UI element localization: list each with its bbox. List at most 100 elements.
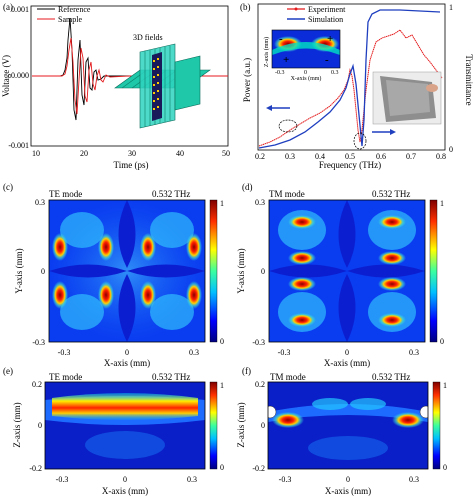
x-axis-label: Frequency (THz) <box>319 160 381 170</box>
x-tick: 0.3 <box>189 348 199 357</box>
y-tick: 0.001 <box>11 5 29 14</box>
x-tick: -0.3 <box>56 475 69 484</box>
x-tick: 0.7 <box>406 152 416 161</box>
x-tick: 30 <box>128 149 136 158</box>
plot-frame <box>267 381 429 470</box>
y-axis-label-left: Power (a.u.) <box>242 58 252 102</box>
legend-label: Experiment <box>308 5 346 14</box>
panel-letter: (c) <box>3 182 13 192</box>
x-tick: 0.2 <box>255 152 265 161</box>
panel-d: (d) TM mode 0.532 THz Y-axis (mm) 0.3 0 … <box>236 182 444 368</box>
y-tick: -0.001 <box>8 141 29 150</box>
x-tick: 0 <box>123 475 127 484</box>
legend-label: Simulation <box>308 15 343 24</box>
y-tick: 0 <box>261 267 265 276</box>
colorbar-max: 1 <box>443 381 447 390</box>
experiment-curve <box>258 29 443 147</box>
x-axis-label: X-axis (mm) <box>324 358 370 368</box>
plot-frame <box>44 381 206 470</box>
highlight-ellipse <box>353 132 367 150</box>
x-tick: 0.3 <box>409 348 419 357</box>
x-tick: 40 <box>176 149 184 158</box>
charge-sign: - <box>325 54 329 66</box>
y-tick: -0.2 <box>29 464 42 473</box>
colorbar-min: 0 <box>220 463 224 472</box>
frequency-label: 0.532 THz <box>152 372 190 382</box>
colorbar <box>209 199 218 343</box>
charge-sign: + <box>327 33 333 45</box>
y-tick: 0.2 <box>255 380 265 389</box>
panel-b: (b) Power (a.u.) Transmittance 1 0 Frequ… <box>240 2 474 170</box>
y-axis-label: Z-axis (mm) <box>236 402 246 447</box>
x-axis-label: X-axis (mm) <box>104 358 150 368</box>
x-tick: 50 <box>222 149 230 158</box>
colorbar-max: 1 <box>440 199 444 208</box>
field-map <box>49 200 205 342</box>
y-axis-label-right: Transmittance <box>464 54 474 105</box>
x-axis-label: X-axis (mm) <box>102 486 148 496</box>
frequency-label: 0.532 THz <box>372 189 410 199</box>
y-tick: 0 <box>261 421 265 430</box>
panel-letter: (d) <box>242 182 253 192</box>
sample-photo <box>372 71 442 125</box>
inset-x-tick: -0.3 <box>275 70 285 76</box>
x-tick: 0.4 <box>315 152 325 161</box>
y-axis-label: Z-axis (mm) <box>12 402 22 447</box>
y-tick: 0.3 <box>35 198 45 207</box>
x-tick: 0.6 <box>376 152 386 161</box>
colorbar <box>432 381 441 470</box>
y-tick: 0 <box>41 267 45 276</box>
y-tick: -0.2 <box>252 464 265 473</box>
field-map <box>269 200 425 342</box>
plot-frame <box>268 199 426 343</box>
panel-letter: (e) <box>3 366 13 376</box>
panel-c: (c) TE mode 0.532 THz Y-axis (mm) 0.3 0 <box>3 182 224 368</box>
panel-f: (f) TM mode 0.532 THz Z-axis (mm) 0.2 0 … <box>236 366 447 496</box>
x-tick: -0.3 <box>58 348 71 357</box>
y-right-tick: 0 <box>449 145 453 154</box>
inset-x-tick: 0 <box>304 70 307 76</box>
colorbar <box>209 381 218 470</box>
x-axis-label: X-axis (mm) <box>325 486 371 496</box>
y-right-tick: 1 <box>449 3 453 12</box>
panel-letter: (b) <box>240 2 251 12</box>
panel-letter: (f) <box>242 366 251 376</box>
mode-label: TM mode <box>269 189 305 199</box>
panel-letter: (a) <box>3 2 13 12</box>
plot-frame <box>48 199 206 343</box>
x-tick: -0.3 <box>279 475 292 484</box>
x-tick: 0.3 <box>409 475 419 484</box>
frequency-label: 0.532 THz <box>152 189 190 199</box>
colorbar-max: 1 <box>220 199 224 208</box>
arrow-left-head <box>266 105 272 111</box>
inset-field-map: - + + - Z-axis (mm) -0.3 0 0.3 X-axis (m… <box>263 29 341 82</box>
arrow-right-head <box>390 129 396 135</box>
highlight-ellipse <box>278 119 298 133</box>
mode-label: TE mode <box>49 372 82 382</box>
colorbar-min: 0 <box>440 337 444 346</box>
legend-label: Reference <box>58 5 91 14</box>
x-tick: 0 <box>346 475 350 484</box>
x-tick: -0.3 <box>278 348 291 357</box>
x-tick: 0.3 <box>187 475 197 484</box>
fields-3d-illustration <box>114 43 211 129</box>
x-tick: 0 <box>345 348 349 357</box>
x-tick: 20 <box>80 149 88 158</box>
mode-label: TE mode <box>49 189 82 199</box>
mode-label: TM mode <box>270 372 306 382</box>
y-axis-label: Voltage (V) <box>1 55 11 97</box>
x-tick: 0 <box>125 348 129 357</box>
y-tick: -0.3 <box>32 338 45 347</box>
field-map <box>268 382 428 469</box>
sample-waveform <box>32 37 228 115</box>
field-map <box>45 382 205 469</box>
colorbar-max: 1 <box>220 381 224 390</box>
y-tick: 0.2 <box>32 380 42 389</box>
inset-x-label: X-axis (mm) <box>291 75 322 82</box>
charge-sign: - <box>279 33 283 45</box>
charge-sign: + <box>283 54 289 66</box>
reference-waveform <box>32 17 228 121</box>
x-axis-label: Time (ps) <box>114 160 149 170</box>
simulation-curve <box>258 9 441 149</box>
